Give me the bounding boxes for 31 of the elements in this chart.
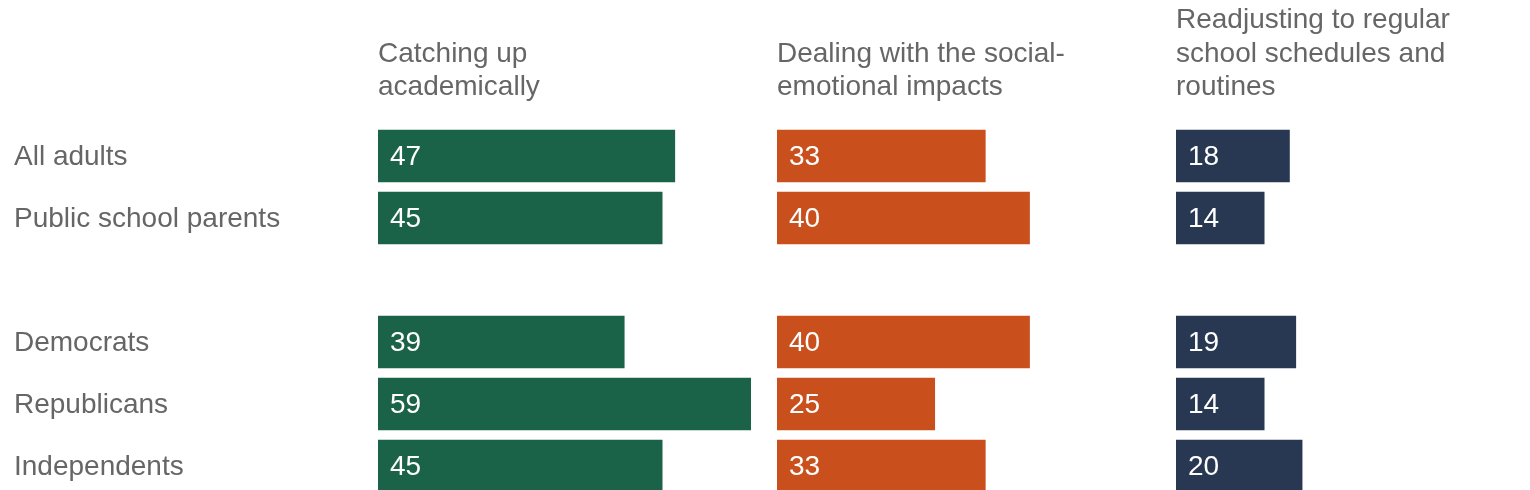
y-tick-label: All adults <box>14 139 128 171</box>
data-label: 33 <box>789 139 821 171</box>
y-tick-label: Independents <box>14 449 184 481</box>
data-label: 19 <box>1188 325 1220 357</box>
data-label: 25 <box>789 387 821 419</box>
y-tick-label: Public school parents <box>14 201 281 233</box>
chart-title: Readjusting to regular school schedules and routines <box>1176 2 1451 103</box>
data-label: 14 <box>1188 201 1220 233</box>
data-label: 18 <box>1188 139 1220 171</box>
data-label: 39 <box>390 325 422 357</box>
bar <box>378 377 751 431</box>
data-label: 14 <box>1188 387 1220 419</box>
bar <box>378 315 625 369</box>
chart-title: Dealing with the social-emotional impacts <box>777 35 1066 103</box>
data-label: 45 <box>390 201 422 233</box>
bar <box>1176 129 1290 183</box>
data-label: 40 <box>789 201 821 233</box>
bar <box>378 129 676 183</box>
data-label: 59 <box>390 387 422 419</box>
y-tick-label: Republicans <box>14 387 169 419</box>
bar <box>1176 191 1265 245</box>
data-label: 40 <box>789 325 821 357</box>
chart-title: Catching up academically <box>378 35 541 103</box>
data-label: 47 <box>390 139 422 171</box>
data-label: 20 <box>1188 449 1220 481</box>
bar <box>1176 315 1297 369</box>
y-tick-label: Democrats <box>14 325 150 357</box>
data-label: 45 <box>390 449 422 481</box>
data-label: 33 <box>789 449 821 481</box>
bar <box>378 191 663 245</box>
bar <box>1176 377 1265 431</box>
